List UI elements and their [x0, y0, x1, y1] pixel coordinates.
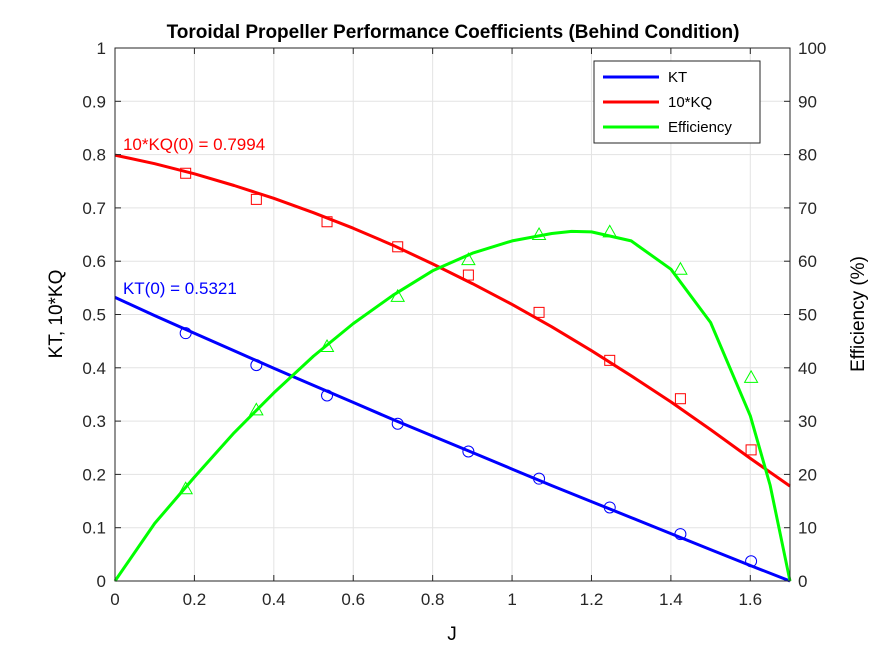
x-tick-label: 1	[507, 590, 516, 609]
y2-tick-label: 0	[798, 572, 807, 591]
data-point-kt	[533, 472, 546, 485]
y-tick-label: 0.2	[82, 465, 106, 484]
x-tick-label: 0	[110, 590, 119, 609]
y-axis-label: KT, 10*KQ	[46, 270, 67, 359]
data-point-efficiency	[390, 288, 406, 302]
x-tick-label: 1.6	[738, 590, 762, 609]
data-point-10-kq	[180, 167, 192, 179]
data-point-kt	[603, 501, 616, 514]
data-point-efficiency	[248, 402, 264, 416]
data-point-10-kq	[745, 444, 757, 456]
series-kt	[114, 296, 791, 583]
series-line-efficiency	[113, 229, 792, 582]
x-tick-label: 0.8	[421, 590, 445, 609]
y2-tick-label: 10	[798, 519, 817, 538]
data-point-10-kq	[674, 393, 686, 405]
data-point-kt	[321, 389, 334, 402]
series-efficiency	[113, 224, 792, 582]
data-point-kt	[250, 359, 263, 372]
x-tick-label: 1.4	[659, 590, 683, 609]
chart-title: Toroidal Propeller Performance Coefficie…	[167, 22, 740, 43]
data-point-efficiency	[743, 369, 759, 383]
y-tick-label: 0.5	[82, 306, 106, 325]
axis-ticks: 0 0.2 0.4 0.6 0.8 1 1.2 1.4 1.6 0 0.1 0.2 0.3 0.4 0.5 0…	[82, 39, 826, 609]
data-point-efficiency	[531, 227, 547, 241]
data-point-10-kq	[533, 306, 545, 318]
data-point-efficiency	[319, 338, 335, 352]
data-point-efficiency	[673, 261, 688, 275]
series-layer	[113, 153, 792, 583]
data-point-kt	[462, 445, 475, 458]
series-10-kq	[114, 153, 791, 488]
x-tick-label: 0.6	[341, 590, 365, 609]
data-point-10-kq	[462, 269, 474, 281]
x-tick-label: 0.4	[262, 590, 286, 609]
annotation-label: 10*KQ(0) = 0.7994	[123, 135, 265, 154]
y-tick-label: 0.7	[82, 199, 106, 218]
data-point-kt	[179, 327, 192, 340]
y2-tick-label: 40	[798, 359, 817, 378]
legend-entry-label: 10*KQ	[668, 94, 712, 111]
series-line-kt	[114, 296, 791, 583]
y2-tick-label: 90	[798, 92, 817, 111]
y2-tick-label: 100	[798, 39, 826, 58]
data-point-10-kq	[250, 193, 262, 205]
data-point-10-kq	[321, 216, 333, 228]
data-point-kt	[391, 417, 404, 430]
y2-axis-label: Efficiency (%)	[848, 256, 869, 372]
legend: KT 10*KQ Efficiency	[593, 60, 761, 144]
data-point-kt	[745, 555, 758, 568]
y-tick-label: 0	[97, 572, 106, 591]
y-tick-label: 0.1	[82, 519, 106, 538]
y2-tick-label: 20	[798, 465, 817, 484]
series-line-10-kq	[114, 153, 791, 488]
y2-tick-label: 80	[798, 146, 817, 165]
legend-entry-label: KT	[668, 69, 687, 86]
annotations: 10*KQ(0) = 0.7994 KT(0) = 0.5321	[123, 135, 265, 298]
y2-tick-label: 60	[798, 252, 817, 271]
data-point-10-kq	[392, 241, 404, 253]
data-point-efficiency	[461, 252, 476, 266]
y2-tick-label: 30	[798, 412, 817, 431]
y-tick-label: 0.9	[82, 92, 106, 111]
x-tick-label: 1.2	[580, 590, 604, 609]
legend-entry-label: Efficiency	[668, 119, 732, 136]
y-tick-label: 0.8	[82, 146, 106, 165]
data-point-kt	[674, 528, 687, 541]
y-tick-label: 0.3	[82, 412, 106, 431]
data-point-efficiency	[602, 224, 618, 238]
data-point-efficiency	[178, 481, 194, 495]
data-point-10-kq	[604, 354, 616, 366]
annotation-label: KT(0) = 0.5321	[123, 279, 237, 298]
x-axis-label: J	[447, 624, 457, 645]
y2-tick-label: 50	[798, 306, 817, 325]
y-tick-label: 1	[97, 39, 106, 58]
y-tick-label: 0.4	[82, 359, 106, 378]
y2-tick-label: 70	[798, 199, 817, 218]
y-tick-label: 0.6	[82, 252, 106, 271]
x-tick-label: 0.2	[183, 590, 207, 609]
